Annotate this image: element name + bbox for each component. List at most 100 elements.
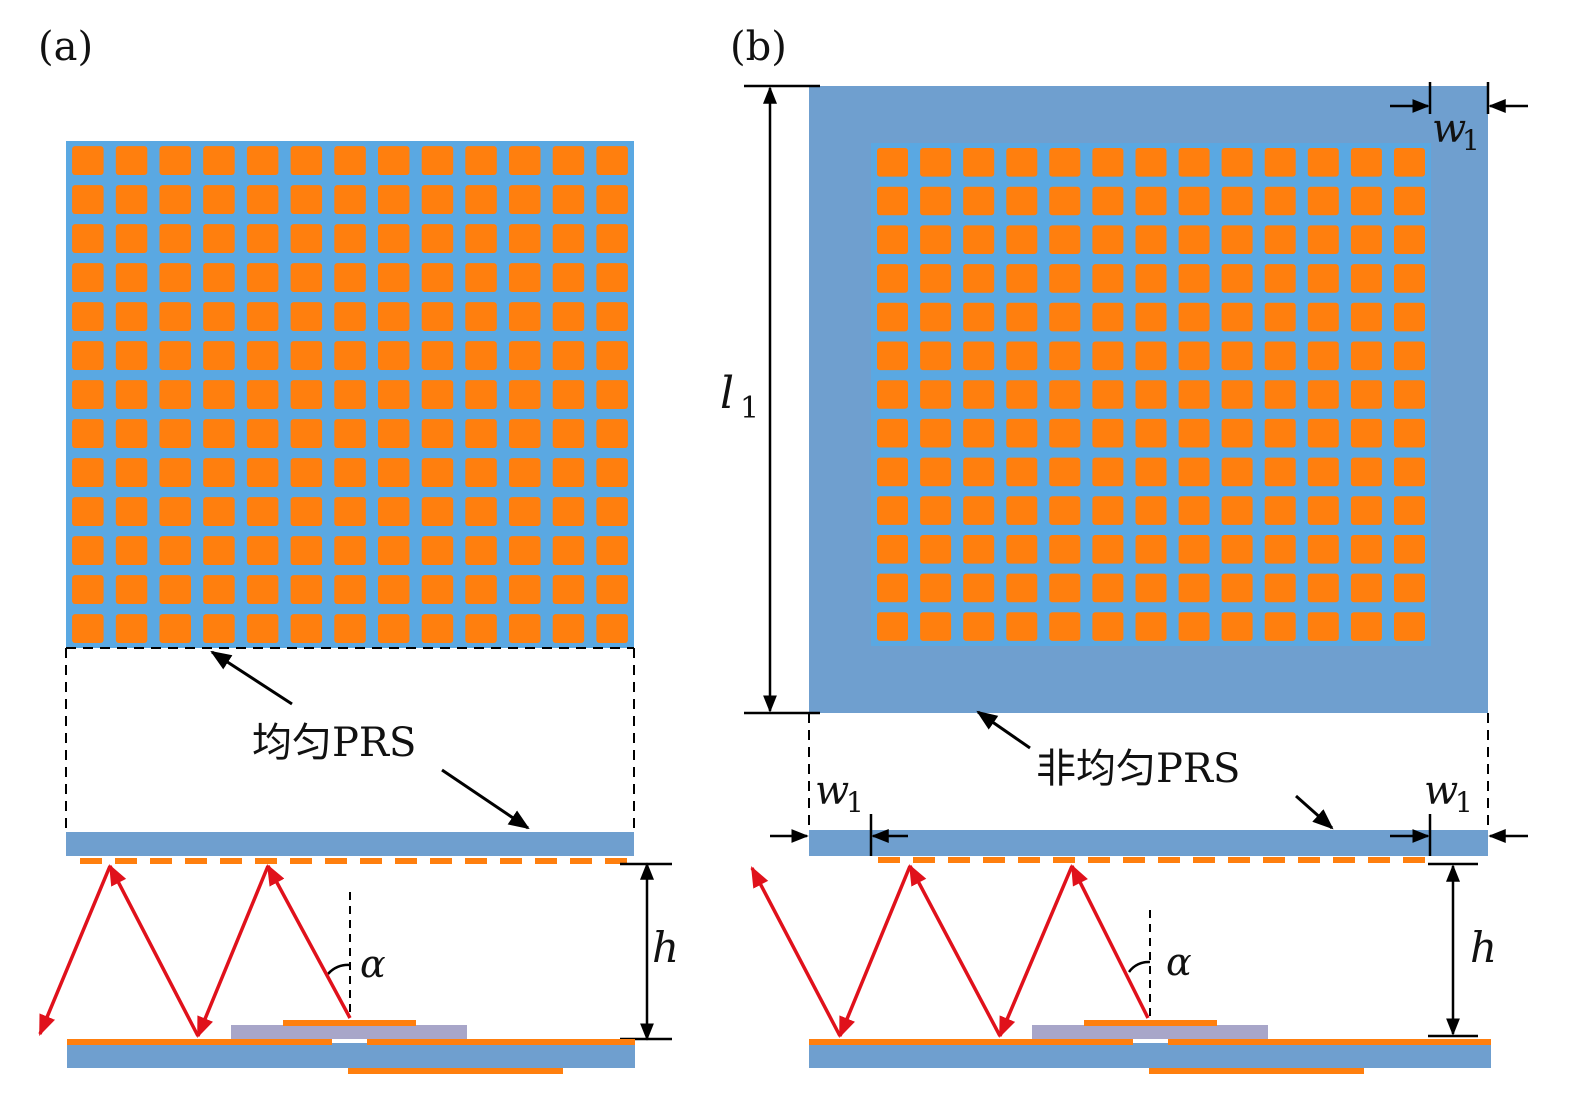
panel-b-top-width-dimension [1390, 82, 1528, 114]
prs-patch [72, 419, 104, 448]
prs-patch [1394, 573, 1425, 603]
prs-patch [290, 224, 323, 253]
prs-patch [1092, 535, 1124, 564]
prs-patch [1092, 612, 1124, 641]
prs-patch [1006, 264, 1038, 293]
prs-patch [421, 263, 454, 292]
prs-patch [596, 536, 628, 565]
prs-patch [877, 573, 908, 603]
panel-a-feed-substrate [231, 1025, 467, 1039]
prs-patch [963, 457, 995, 487]
prs-patch [334, 185, 366, 214]
prs-patch [246, 419, 279, 448]
prs-patch [877, 535, 908, 564]
prs-patch [246, 380, 279, 409]
prs-patch [1307, 264, 1339, 293]
panel-a-ground-copper-right [367, 1039, 635, 1045]
prs-patch [421, 614, 454, 643]
prs-patch [1221, 418, 1253, 448]
prs-patch [421, 575, 454, 604]
panel-b-rays [750, 864, 1150, 1038]
prs-patch [421, 302, 454, 331]
prs-patch [421, 146, 454, 175]
prs-patch [246, 302, 279, 331]
prs-patch [378, 575, 410, 604]
prs-patch [1307, 341, 1339, 371]
prs-patch [1092, 264, 1124, 293]
prs-patch [509, 575, 541, 604]
prs-patch [1350, 535, 1382, 564]
prs-patch [378, 497, 410, 526]
prs-patch [378, 224, 410, 253]
prs-patch [1178, 380, 1210, 409]
prs-patch [963, 264, 995, 293]
panel-b-prs-side [809, 830, 1488, 856]
prs-patch [1049, 457, 1081, 487]
prs-patch [920, 186, 952, 216]
prs-patch [159, 419, 191, 448]
prs-patch [1350, 302, 1382, 332]
prs-patch [378, 146, 410, 175]
prs-patch [1221, 225, 1253, 254]
prs-patch [72, 302, 104, 331]
prs-patch [334, 380, 366, 409]
prs-patch [963, 341, 995, 371]
prs-patch [509, 536, 541, 565]
panel-b-height-dimension [1428, 862, 1478, 1038]
prs-patch [203, 146, 235, 175]
prs-patch [1135, 573, 1167, 603]
prs-patch [378, 263, 410, 292]
prs-patch [596, 341, 628, 370]
prs-patch [290, 536, 323, 565]
prs-patch [1178, 186, 1210, 216]
prs-patch [421, 224, 454, 253]
prs-patch [246, 497, 279, 526]
prs-patch [920, 148, 952, 177]
prs-patch [465, 380, 497, 409]
prs-patch [509, 185, 541, 214]
prs-patch [72, 614, 104, 643]
prs-patch [1350, 418, 1382, 448]
prs-patch [1135, 148, 1167, 177]
prs-patch [421, 536, 454, 565]
prs-patch [552, 263, 585, 292]
panel-b-top-width-sub: 1 [1462, 124, 1480, 157]
prs-patch [290, 185, 323, 214]
prs-patch [509, 419, 541, 448]
prs-patch [1092, 186, 1124, 216]
prs-patch [203, 575, 235, 604]
panel-a-bottom-strip [348, 1068, 563, 1074]
prs-patch [509, 614, 541, 643]
prs-patch [877, 148, 908, 177]
prs-patch [1135, 496, 1167, 525]
prs-patch [1135, 612, 1167, 641]
prs-patch [1307, 418, 1339, 448]
prs-patch [920, 535, 952, 564]
panel-a-arrow-side [441, 768, 530, 830]
prs-patch [465, 185, 497, 214]
panel-b-patch-grid [877, 148, 1425, 641]
prs-patch [159, 575, 191, 604]
prs-patch [596, 419, 628, 448]
prs-patch [290, 302, 323, 331]
prs-patch [421, 497, 454, 526]
prs-patch [1049, 496, 1081, 525]
panel-a-feed-patch [283, 1020, 416, 1026]
prs-patch [596, 146, 628, 175]
prs-patch [72, 341, 104, 370]
prs-patch [72, 185, 104, 214]
prs-patch [1394, 148, 1425, 177]
prs-patch [203, 185, 235, 214]
panel-a-patch-grid [72, 146, 628, 643]
panel-b-arrow-top [976, 710, 1031, 750]
prs-patch [378, 614, 410, 643]
prs-patch [509, 263, 541, 292]
prs-patch [877, 225, 908, 254]
prs-patch [1092, 225, 1124, 254]
prs-patch [334, 224, 366, 253]
prs-patch [1092, 302, 1124, 332]
prs-patch [1307, 535, 1339, 564]
prs-patch [552, 146, 585, 175]
panel-b-side-width-label-right: w [1424, 768, 1458, 814]
